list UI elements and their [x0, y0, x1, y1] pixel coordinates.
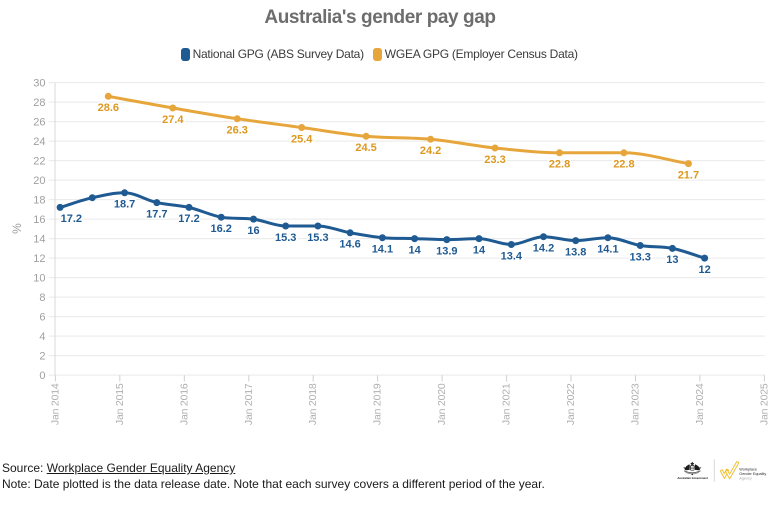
svg-text:Jan 2025: Jan 2025	[758, 383, 770, 425]
svg-text:Jan 2016: Jan 2016	[178, 383, 190, 425]
svg-text:Gender Equality: Gender Equality	[739, 472, 766, 476]
svg-text:22: 22	[33, 155, 45, 167]
svg-text:Jan 2020: Jan 2020	[436, 383, 448, 425]
svg-text:24: 24	[33, 136, 45, 148]
svg-text:20: 20	[33, 175, 45, 187]
svg-text:14: 14	[473, 244, 486, 256]
svg-text:18.7: 18.7	[114, 199, 135, 211]
svg-text:30: 30	[33, 77, 45, 89]
svg-text:21.7: 21.7	[678, 169, 699, 181]
svg-text:Jan 2021: Jan 2021	[501, 383, 513, 425]
svg-text:28: 28	[33, 97, 45, 109]
svg-text:Jan 2018: Jan 2018	[307, 383, 319, 425]
svg-text:24.5: 24.5	[355, 142, 376, 154]
svg-text:22.8: 22.8	[613, 159, 634, 171]
svg-text:14: 14	[408, 244, 421, 256]
svg-text:6: 6	[39, 311, 45, 323]
svg-text:26: 26	[33, 116, 45, 128]
svg-text:13: 13	[666, 254, 678, 266]
svg-text:Workplace: Workplace	[739, 467, 757, 471]
svg-text:14: 14	[33, 233, 45, 245]
svg-text:15.3: 15.3	[307, 232, 328, 244]
svg-text:22.8: 22.8	[549, 159, 570, 171]
svg-text:13.4: 13.4	[501, 250, 523, 262]
svg-text:14.6: 14.6	[339, 239, 360, 251]
svg-text:23.3: 23.3	[484, 154, 505, 166]
svg-text:Jan 2017: Jan 2017	[243, 383, 255, 425]
svg-text:8: 8	[39, 292, 45, 304]
svg-text:27.4: 27.4	[162, 114, 184, 126]
svg-text:14.2: 14.2	[533, 243, 554, 255]
svg-text:17.7: 17.7	[146, 208, 167, 220]
svg-text:10: 10	[33, 272, 45, 284]
svg-text:13.9: 13.9	[436, 245, 457, 257]
svg-text:Jan 2022: Jan 2022	[565, 383, 577, 425]
svg-text:Jan 2024: Jan 2024	[694, 383, 706, 425]
svg-text:0: 0	[39, 370, 45, 382]
svg-text:13.8: 13.8	[565, 246, 586, 258]
svg-text:14.1: 14.1	[372, 244, 393, 256]
svg-text:17.2: 17.2	[61, 213, 82, 225]
svg-text:Jan 2015: Jan 2015	[114, 383, 126, 425]
svg-text:Agency: Agency	[739, 476, 752, 480]
svg-text:25.4: 25.4	[291, 133, 313, 145]
svg-text:24.2: 24.2	[420, 145, 441, 157]
svg-text:Jan 2014: Jan 2014	[49, 383, 61, 425]
svg-text:16.2: 16.2	[210, 223, 231, 235]
svg-text:12: 12	[698, 264, 710, 276]
svg-text:13.3: 13.3	[629, 251, 650, 263]
svg-text:17.2: 17.2	[178, 213, 199, 225]
svg-text:15.3: 15.3	[275, 232, 296, 244]
svg-text:Jan 2023: Jan 2023	[630, 383, 642, 425]
svg-text:4: 4	[39, 331, 45, 343]
svg-text:%: %	[10, 223, 24, 234]
svg-text:14.1: 14.1	[597, 244, 618, 256]
svg-text:16: 16	[247, 225, 259, 237]
svg-text:28.6: 28.6	[98, 102, 119, 114]
svg-text:2: 2	[39, 350, 45, 362]
svg-text:12: 12	[33, 253, 45, 265]
svg-text:16: 16	[33, 214, 45, 226]
svg-text:26.3: 26.3	[226, 125, 247, 137]
svg-text:Jan 2019: Jan 2019	[372, 383, 384, 425]
svg-text:18: 18	[33, 194, 45, 206]
svg-text:Australian Government: Australian Government	[677, 476, 707, 480]
